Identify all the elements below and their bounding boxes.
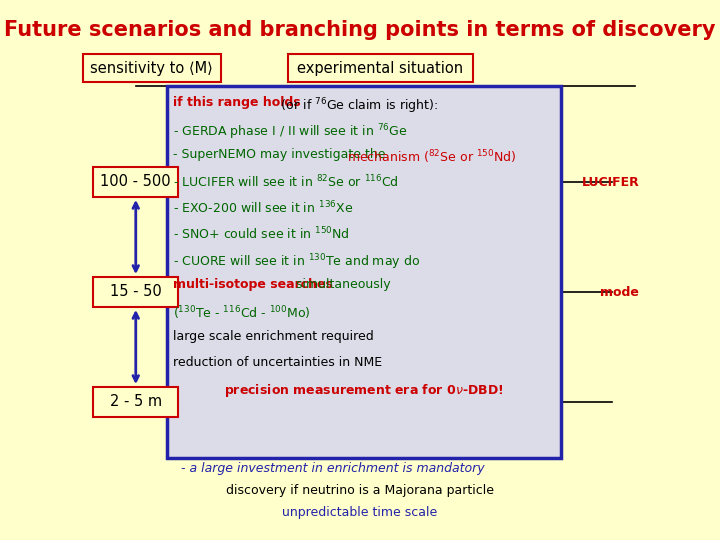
Text: experimental situation: experimental situation <box>297 60 463 76</box>
Text: simultaneously: simultaneously <box>292 278 391 291</box>
Text: 2 - 5 m: 2 - 5 m <box>109 395 162 409</box>
Text: - EXO-200 will see it in $^{136}$Xe: - EXO-200 will see it in $^{136}$Xe <box>173 200 353 217</box>
Bar <box>94 167 179 197</box>
Text: (or if $^{76}$Ge claim is right):: (or if $^{76}$Ge claim is right): <box>277 96 438 116</box>
Text: mechanism ($^{82}$Se or $^{150}$Nd): mechanism ($^{82}$Se or $^{150}$Nd) <box>346 148 516 166</box>
Text: - CUORE will see it in $^{130}$Te and may do: - CUORE will see it in $^{130}$Te and ma… <box>173 252 420 272</box>
Text: - LUCIFER will see it in $^{82}$Se or $^{116}$Cd: - LUCIFER will see it in $^{82}$Se or $^… <box>173 174 398 191</box>
Text: 100 - 500: 100 - 500 <box>101 174 171 190</box>
Text: - a large investment in enrichment is mandatory: - a large investment in enrichment is ma… <box>181 462 485 475</box>
Bar <box>83 54 221 82</box>
Bar <box>287 54 472 82</box>
Text: 15 - 50: 15 - 50 <box>110 285 161 300</box>
Text: if this range holds: if this range holds <box>173 96 300 109</box>
Text: sensitivity to ⟨M⟩: sensitivity to ⟨M⟩ <box>91 60 213 76</box>
Text: discovery if neutrino is a Majorana particle: discovery if neutrino is a Majorana part… <box>226 484 494 497</box>
Bar <box>94 387 179 417</box>
Text: precision measurement era for 0$\nu$-DBD!: precision measurement era for 0$\nu$-DBD… <box>224 382 504 399</box>
Text: - GERDA phase I / II will see it in $^{76}$Ge: - GERDA phase I / II will see it in $^{7… <box>173 122 407 141</box>
Text: unpredictable time scale: unpredictable time scale <box>282 506 438 519</box>
Text: LUCIFER: LUCIFER <box>582 176 639 188</box>
Bar <box>167 86 561 458</box>
Text: - SNO+ could see it in $^{150}$Nd: - SNO+ could see it in $^{150}$Nd <box>173 226 350 242</box>
Bar <box>94 277 179 307</box>
Text: Future scenarios and branching points in terms of discovery: Future scenarios and branching points in… <box>4 20 716 40</box>
Text: reduction of uncertainties in NME: reduction of uncertainties in NME <box>173 356 382 369</box>
Text: - SuperNEMO may investigate the: - SuperNEMO may investigate the <box>173 148 390 161</box>
Text: ($^{130}$Te - $^{116}$Cd - $^{100}$Mo): ($^{130}$Te - $^{116}$Cd - $^{100}$Mo) <box>173 304 310 322</box>
Text: multi-isotope searches: multi-isotope searches <box>173 278 333 291</box>
Text: large scale enrichment required: large scale enrichment required <box>173 330 374 343</box>
Text: mode: mode <box>600 286 639 299</box>
